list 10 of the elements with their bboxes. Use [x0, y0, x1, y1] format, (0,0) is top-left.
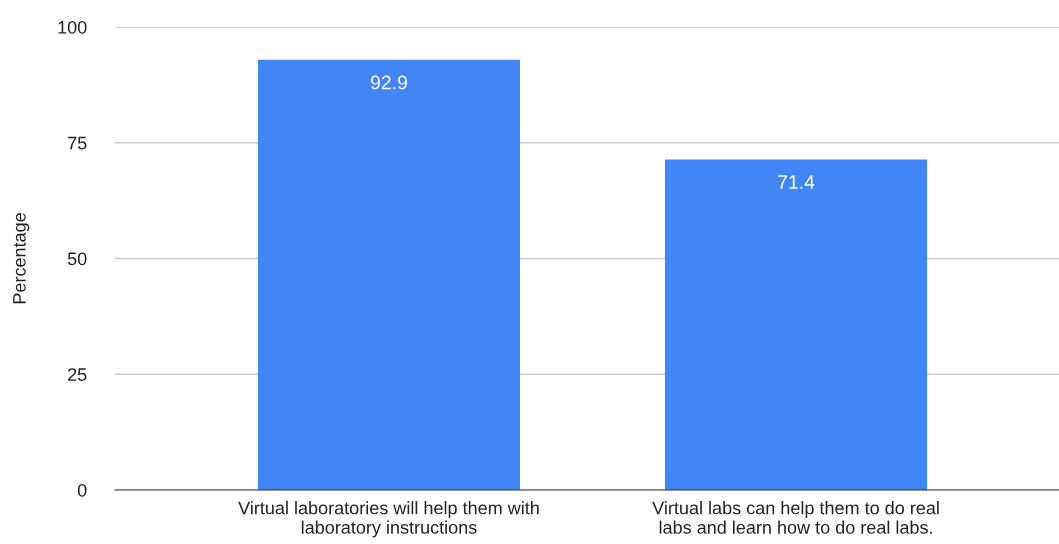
y-axis-title: Percentage [13, 213, 30, 304]
y-tick-label: 25 [68, 368, 87, 381]
y-tick-label: 0 [77, 483, 87, 497]
y-tick-label: 100 [58, 20, 87, 34]
x-tick-label: Virtual labs can help them to do real labs and learn how to do real labs. [652, 501, 939, 534]
x-tick-label: Virtual laboratories will help them with laboratory instructions [238, 501, 539, 538]
y-tick-label: 50 [67, 252, 87, 266]
y-tick-label: 75 [68, 136, 87, 150]
data-label: 92.9 [370, 75, 407, 90]
data-label: 71.4 [778, 175, 815, 189]
